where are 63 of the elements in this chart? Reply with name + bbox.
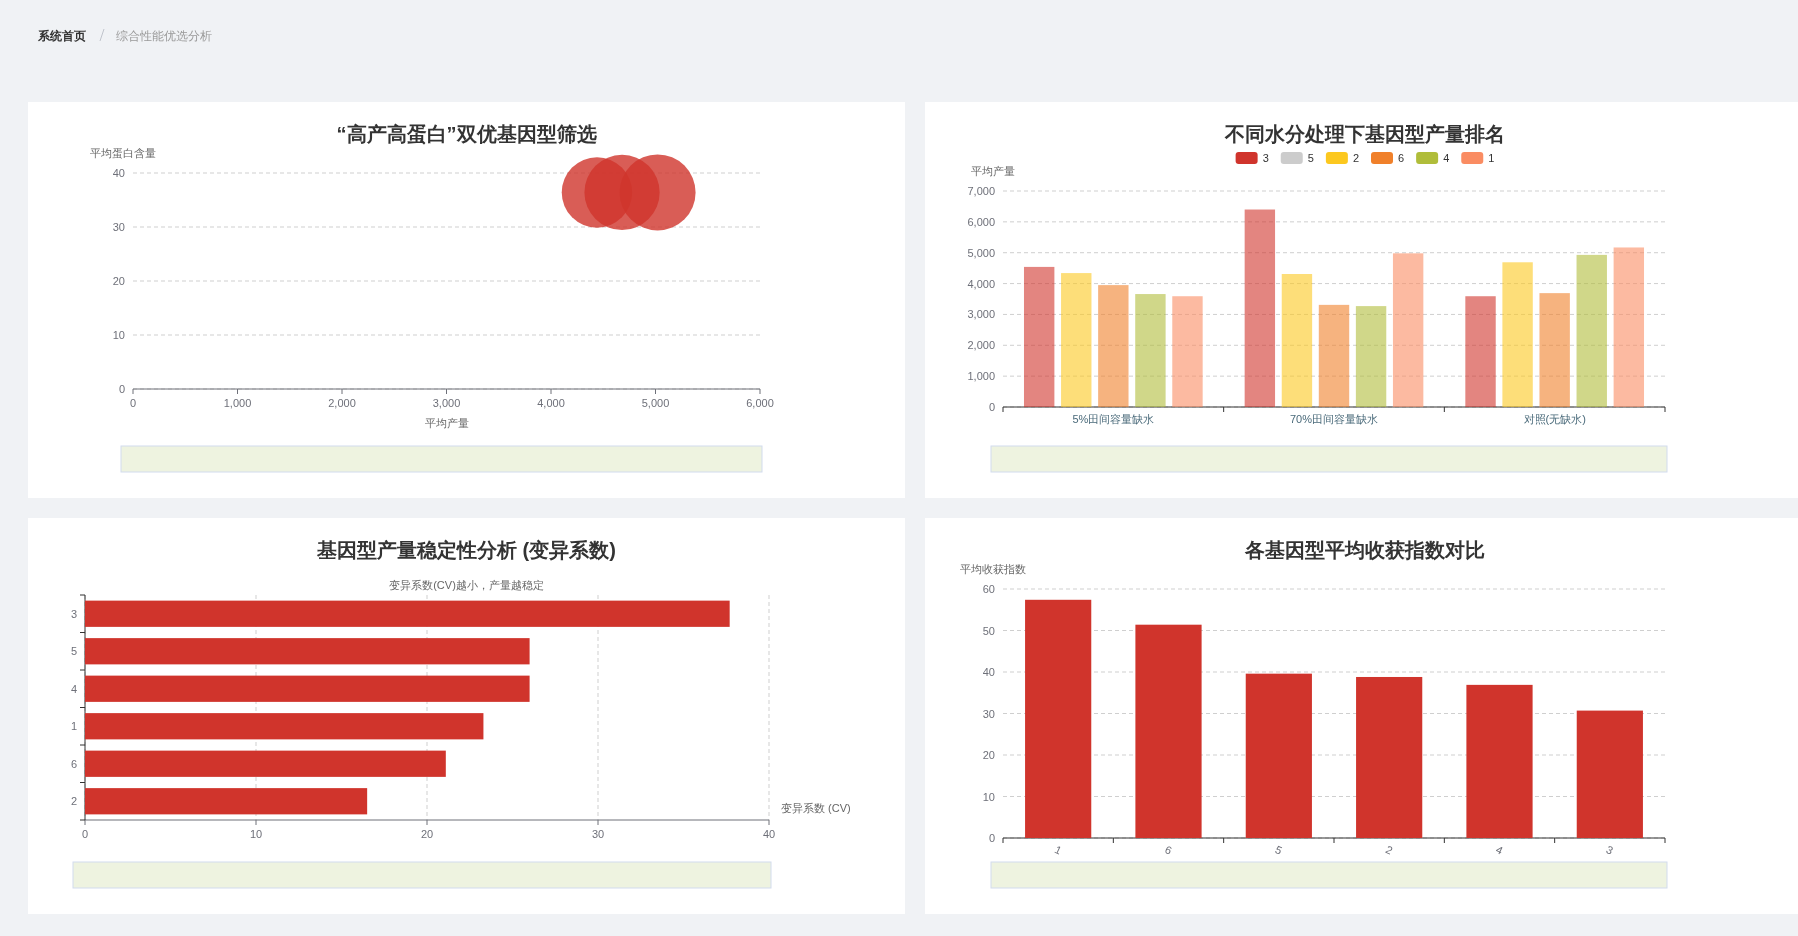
x-tick-label: 1,000 (223, 397, 252, 409)
y-axis-title: 平均产量 (971, 165, 1015, 177)
x-tick-label: 3,000 (432, 397, 461, 409)
text: 系统首页 (37, 29, 86, 43)
x-tick-label: 6 (1163, 843, 1174, 857)
legend-label: 6 (1398, 152, 1405, 164)
y-tick-label: 50 (982, 624, 995, 637)
chart-title: 不同水分处理下基因型产量排名 (1224, 123, 1505, 145)
y-tick-label: 2 (70, 795, 77, 808)
x-tick-label: 20 (420, 828, 434, 840)
y-tick-label: 30 (112, 221, 125, 233)
chart-title: 各基因型平均收获指数对比 (1244, 539, 1485, 561)
x-tick-label: 3 (1604, 843, 1616, 857)
x-tick-label: 1 (1052, 843, 1064, 857)
x-tick-label: 5 (1273, 843, 1285, 857)
x-tick-label: 0 (81, 828, 89, 840)
y-tick-label: 2,000 (967, 339, 995, 352)
legend-label: 5 (1307, 152, 1314, 164)
y-tick-label: 10 (982, 790, 995, 803)
chart-subtitle: 变异系数(CV)越小，产量越稳定 (389, 579, 544, 591)
y-axis-title: 平均收获指数 (960, 563, 1026, 575)
legend-label: 2 (1352, 152, 1359, 164)
y-tick-label: 60 (982, 583, 995, 595)
x-axis-title: 变异系数 (CV) (781, 802, 851, 814)
y-tick-label: 10 (112, 329, 125, 341)
x-tick-label: 6,000 (746, 397, 774, 409)
y-tick-label: 30 (982, 707, 995, 720)
x-tick-label: 10 (249, 828, 263, 840)
x-tick-label: 5%田间容量缺水 (1072, 413, 1155, 425)
x-tick-label: 4,000 (537, 397, 565, 409)
y-tick-label: 0 (118, 383, 125, 395)
y-tick-label: 40 (112, 167, 125, 179)
x-tick-label: 2 (1383, 843, 1395, 857)
x-tick-label: 0 (129, 397, 137, 409)
x-tick-label: 5,000 (641, 397, 670, 409)
y-tick-label: 6,000 (967, 215, 995, 228)
legend-label: 4 (1443, 152, 1450, 164)
x-tick-label: 40 (762, 828, 776, 840)
y-tick-label: 7,000 (967, 185, 995, 197)
x-tick-label: 70%田间容量缺水 (1289, 413, 1379, 425)
y-tick-label: 5,000 (967, 246, 995, 259)
legend-label: 3 (1262, 152, 1269, 164)
y-tick-label: 4,000 (967, 277, 995, 290)
x-tick-label: 对照(无缺水) (1523, 413, 1586, 425)
legend-label: 1 (1488, 152, 1495, 164)
y-tick-label: 20 (982, 749, 995, 761)
y-tick-label: 6 (70, 757, 77, 770)
y-tick-label: 5 (70, 645, 77, 658)
x-tick-label: 2,000 (328, 397, 356, 409)
x-tick-label: 30 (591, 828, 605, 840)
x-tick-label: 4 (1494, 843, 1505, 857)
y-tick-label: 40 (982, 666, 995, 678)
text: 综合性能优选分析 (116, 29, 212, 43)
y-tick-label: 20 (112, 275, 125, 287)
y-axis-title: 平均蛋白含量 (90, 147, 156, 159)
chart-title: 基因型产量稳定性分析 (变异系数) (316, 539, 616, 561)
chart-title: “高产高蛋白”双优基因型筛选 (336, 123, 597, 145)
y-tick-label: 4 (70, 682, 77, 695)
y-tick-label: 3,000 (967, 308, 995, 321)
y-tick-label: 3 (70, 607, 77, 620)
y-tick-label: 1 (70, 720, 77, 733)
x-axis-title: 平均产量 (424, 417, 469, 429)
y-tick-label: 1,000 (967, 370, 995, 383)
